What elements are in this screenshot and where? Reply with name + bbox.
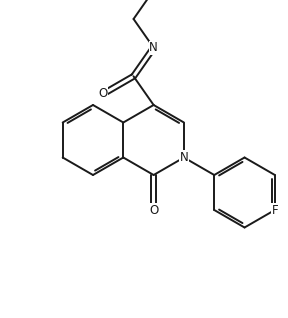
Text: N: N <box>149 41 158 54</box>
Text: O: O <box>98 87 108 100</box>
Text: O: O <box>149 204 158 217</box>
Text: N: N <box>179 151 188 164</box>
Text: F: F <box>272 204 278 217</box>
